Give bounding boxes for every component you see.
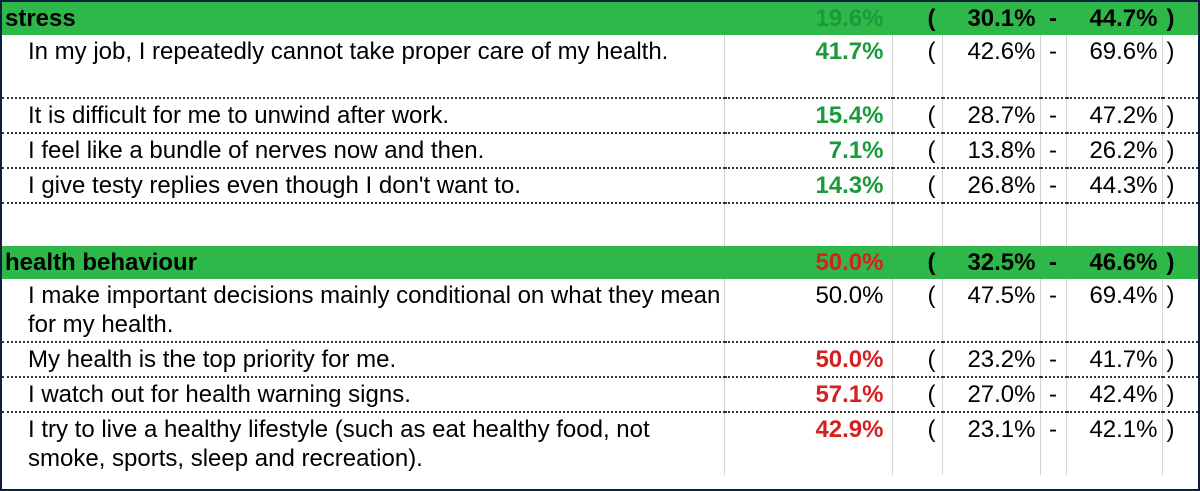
range-high: 44.3% xyxy=(1065,168,1162,204)
section-value: 19.6% xyxy=(723,2,892,35)
range-high: 44.7% xyxy=(1065,2,1162,35)
range-close: ) xyxy=(1161,412,1198,475)
item-text: I make important decisions mainly condit… xyxy=(2,279,724,343)
range-close: ) xyxy=(1161,377,1198,413)
table-row: I watch out for health warning signs. 57… xyxy=(2,377,1198,413)
range-open: ( xyxy=(891,98,942,134)
range-dash: - xyxy=(1039,377,1066,413)
table-row: I make important decisions mainly condit… xyxy=(2,279,1198,343)
item-value: 7.1% xyxy=(723,133,892,169)
range-low: 42.6% xyxy=(941,35,1040,99)
item-text: It is difficult for me to unwind after w… xyxy=(2,98,724,134)
item-value: 57.1% xyxy=(723,377,892,413)
range-low: 13.8% xyxy=(941,133,1040,169)
range-close: ) xyxy=(1161,98,1198,134)
range-dash: - xyxy=(1039,342,1066,378)
table-row: It is difficult for me to unwind after w… xyxy=(2,98,1198,134)
range-dash: - xyxy=(1039,279,1066,343)
item-text: In my job, I repeatedly cannot take prop… xyxy=(2,35,724,99)
item-text: I try to live a healthy lifestyle (such … xyxy=(28,416,650,472)
range-open: ( xyxy=(891,412,942,475)
range-high: 26.2% xyxy=(1065,133,1162,169)
range-low: 23.1% xyxy=(941,412,1040,475)
range-dash: - xyxy=(1039,98,1066,134)
table-row: I try to live a healthy lifestyle (such … xyxy=(2,412,1198,475)
range-open: ( xyxy=(891,2,942,35)
range-low: 32.5% xyxy=(941,246,1040,279)
range-close: ) xyxy=(1161,2,1198,35)
range-high: 69.4% xyxy=(1065,279,1162,343)
range-open: ( xyxy=(891,168,942,204)
item-text: My health is the top priority for me. xyxy=(2,342,724,378)
table-row: I give testy replies even though I don't… xyxy=(2,168,1198,204)
item-value: 41.7% xyxy=(723,35,892,99)
range-dash: - xyxy=(1039,412,1066,475)
range-dash: - xyxy=(1039,2,1066,35)
section-header-health-behaviour: health behaviour 50.0% ( 32.5% - 46.6% ) xyxy=(2,246,1198,279)
item-text: I give testy replies even though I don't… xyxy=(2,168,724,204)
range-high: 41.7% xyxy=(1065,342,1162,378)
table-row: My health is the top priority for me. 50… xyxy=(2,342,1198,378)
range-low: 30.1% xyxy=(941,2,1040,35)
table-row: I feel like a bundle of nerves now and t… xyxy=(2,133,1198,169)
range-open: ( xyxy=(891,342,942,378)
item-text: I watch out for health warning signs. xyxy=(2,377,724,413)
item-value: 50.0% xyxy=(723,342,892,378)
range-close: ) xyxy=(1161,133,1198,169)
section-value: 50.0% xyxy=(723,246,892,279)
section-header-stress: stress 19.6% ( 30.1% - 44.7% ) xyxy=(2,2,1198,35)
range-open: ( xyxy=(891,35,942,99)
section-spacer xyxy=(2,203,1198,246)
section-title: health behaviour xyxy=(2,246,724,279)
range-low: 28.7% xyxy=(941,98,1040,134)
range-open: ( xyxy=(891,246,942,279)
table-row: In my job, I repeatedly cannot take prop… xyxy=(2,35,1198,99)
range-open: ( xyxy=(891,377,942,413)
range-high: 47.2% xyxy=(1065,98,1162,134)
range-close: ) xyxy=(1161,35,1198,99)
range-high: 42.1% xyxy=(1065,412,1162,475)
range-close: ) xyxy=(1161,342,1198,378)
item-value: 50.0% xyxy=(723,279,892,343)
range-dash: - xyxy=(1039,133,1066,169)
range-dash: - xyxy=(1039,246,1066,279)
range-high: 69.6% xyxy=(1065,35,1162,99)
range-close: ) xyxy=(1161,246,1198,279)
item-value: 14.3% xyxy=(723,168,892,204)
range-close: ) xyxy=(1161,279,1198,343)
range-low: 23.2% xyxy=(941,342,1040,378)
range-low: 27.0% xyxy=(941,377,1040,413)
range-low: 47.5% xyxy=(941,279,1040,343)
range-open: ( xyxy=(891,279,942,343)
range-high: 42.4% xyxy=(1065,377,1162,413)
range-low: 26.8% xyxy=(941,168,1040,204)
range-dash: - xyxy=(1039,35,1066,99)
item-value: 42.9% xyxy=(723,412,892,475)
section-title: stress xyxy=(2,2,724,35)
item-text: I feel like a bundle of nerves now and t… xyxy=(2,133,724,169)
item-value: 15.4% xyxy=(723,98,892,134)
range-open: ( xyxy=(891,133,942,169)
range-close: ) xyxy=(1161,168,1198,204)
range-dash: - xyxy=(1039,168,1066,204)
results-table: stress 19.6% ( 30.1% - 44.7% ) In my job… xyxy=(2,2,1198,475)
range-high: 46.6% xyxy=(1065,246,1162,279)
